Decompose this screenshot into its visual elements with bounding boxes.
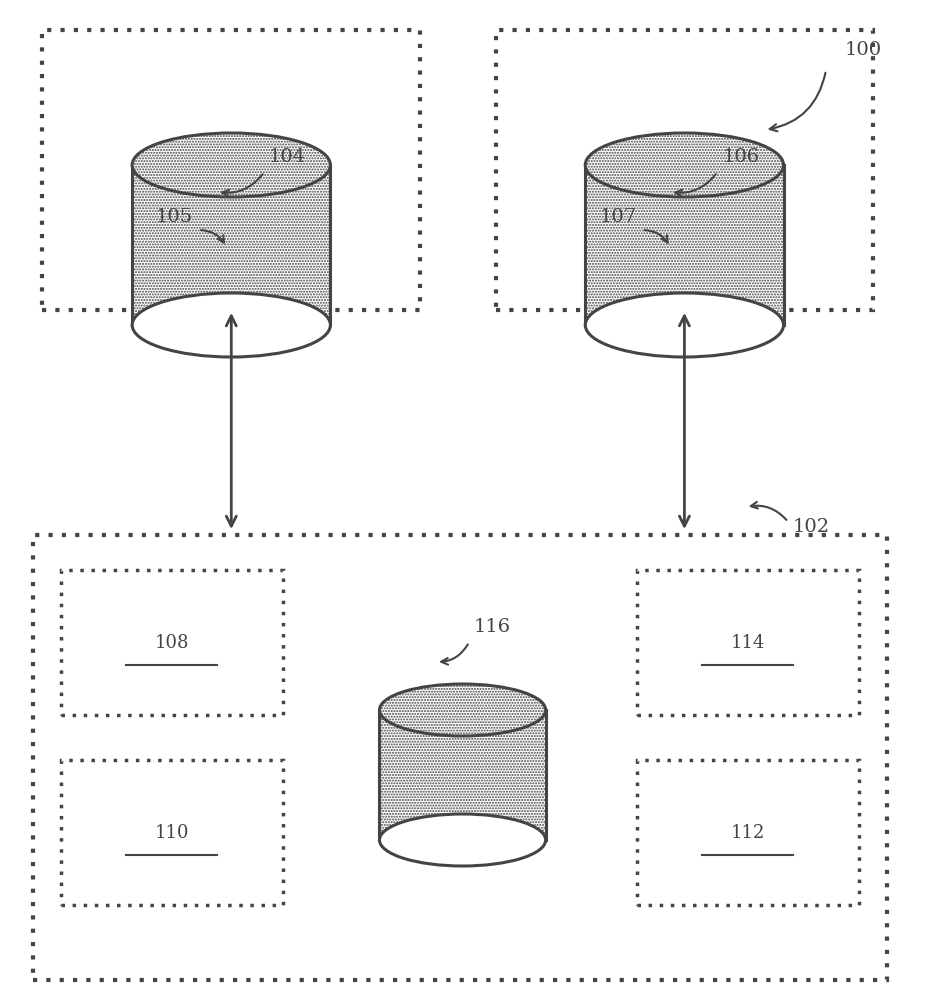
Polygon shape bbox=[379, 710, 546, 840]
FancyArrowPatch shape bbox=[675, 174, 716, 197]
FancyBboxPatch shape bbox=[496, 30, 873, 310]
FancyArrowPatch shape bbox=[222, 174, 262, 197]
FancyBboxPatch shape bbox=[42, 30, 420, 310]
Text: 105: 105 bbox=[156, 208, 193, 226]
Ellipse shape bbox=[132, 293, 330, 357]
Ellipse shape bbox=[585, 133, 784, 197]
Ellipse shape bbox=[585, 293, 784, 357]
Ellipse shape bbox=[132, 133, 330, 197]
FancyArrowPatch shape bbox=[750, 502, 786, 520]
FancyBboxPatch shape bbox=[637, 570, 859, 715]
Text: 116: 116 bbox=[474, 618, 511, 636]
Text: 104: 104 bbox=[269, 148, 306, 166]
Ellipse shape bbox=[379, 684, 546, 736]
Text: 112: 112 bbox=[731, 824, 765, 842]
FancyArrowPatch shape bbox=[441, 644, 468, 665]
Text: 100: 100 bbox=[845, 41, 882, 59]
Ellipse shape bbox=[379, 814, 546, 866]
FancyArrowPatch shape bbox=[645, 230, 667, 243]
FancyArrowPatch shape bbox=[769, 73, 825, 131]
FancyBboxPatch shape bbox=[61, 570, 283, 715]
Text: 114: 114 bbox=[731, 634, 765, 652]
Polygon shape bbox=[132, 165, 330, 325]
FancyBboxPatch shape bbox=[33, 535, 887, 980]
Polygon shape bbox=[585, 165, 784, 325]
Text: 110: 110 bbox=[155, 824, 189, 842]
Text: 107: 107 bbox=[599, 208, 636, 226]
Text: 106: 106 bbox=[722, 148, 759, 166]
Text: 102: 102 bbox=[793, 518, 830, 536]
FancyBboxPatch shape bbox=[61, 760, 283, 905]
FancyBboxPatch shape bbox=[637, 760, 859, 905]
Text: 108: 108 bbox=[155, 634, 189, 652]
FancyArrowPatch shape bbox=[201, 230, 224, 243]
